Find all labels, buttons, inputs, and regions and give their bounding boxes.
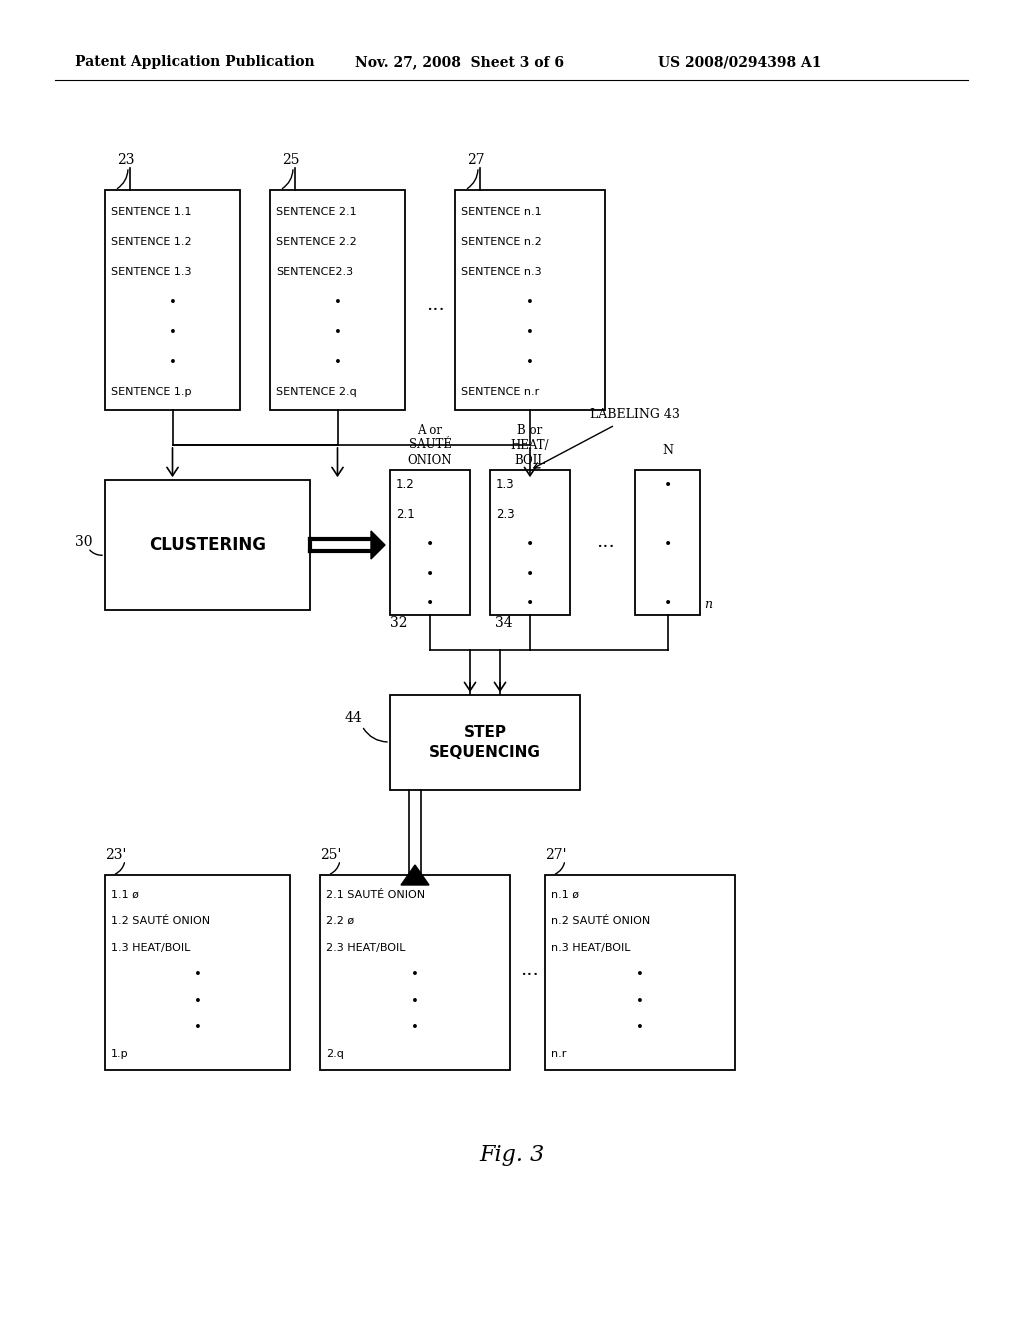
Text: •: • — [526, 326, 534, 339]
Text: SENTENCE 1.1: SENTENCE 1.1 — [111, 207, 191, 216]
Text: SENTENCE 1.p: SENTENCE 1.p — [111, 387, 191, 397]
Text: •: • — [664, 597, 672, 610]
Text: 2.q: 2.q — [326, 1049, 344, 1060]
Text: •: • — [194, 1022, 202, 1035]
Bar — [455, 190, 605, 411]
Text: N: N — [662, 444, 673, 457]
Text: Fig. 3: Fig. 3 — [479, 1144, 545, 1166]
Text: Patent Application Publication: Patent Application Publication — [75, 55, 314, 69]
Text: 1.3 HEAT/BOIL: 1.3 HEAT/BOIL — [111, 942, 190, 953]
Text: Nov. 27, 2008  Sheet 3 of 6: Nov. 27, 2008 Sheet 3 of 6 — [355, 55, 564, 69]
Bar — [635, 470, 700, 615]
Bar — [105, 480, 310, 610]
Text: •: • — [169, 356, 176, 368]
Text: BOIL: BOIL — [514, 454, 546, 466]
Text: 30: 30 — [75, 535, 92, 549]
Text: •: • — [334, 326, 341, 339]
Text: 1.p: 1.p — [111, 1049, 129, 1060]
Text: •: • — [526, 356, 534, 368]
Bar — [390, 696, 580, 789]
Text: •: • — [169, 296, 176, 309]
Text: US 2008/0294398 A1: US 2008/0294398 A1 — [658, 55, 821, 69]
Text: 2.3 HEAT/BOIL: 2.3 HEAT/BOIL — [326, 942, 406, 953]
Text: 2.1 SAUTÉ ONION: 2.1 SAUTÉ ONION — [326, 890, 425, 899]
Text: •: • — [411, 968, 419, 981]
Text: n: n — [705, 598, 712, 611]
Polygon shape — [371, 531, 385, 558]
Text: SENTENCE2.3: SENTENCE2.3 — [276, 267, 353, 277]
Text: •: • — [526, 296, 534, 309]
Text: ...: ... — [596, 533, 614, 550]
Text: STEP: STEP — [464, 725, 507, 741]
Text: •: • — [526, 537, 535, 550]
Bar — [270, 190, 406, 411]
Text: •: • — [194, 994, 202, 1007]
Text: SENTENCE n.2: SENTENCE n.2 — [461, 238, 542, 247]
Polygon shape — [401, 865, 429, 884]
Text: ONION: ONION — [408, 454, 453, 466]
Bar — [390, 470, 470, 615]
Text: SENTENCE n.3: SENTENCE n.3 — [461, 267, 542, 277]
Text: •: • — [411, 1022, 419, 1035]
Text: •: • — [526, 566, 535, 581]
Text: 34: 34 — [495, 616, 513, 630]
Text: SENTENCE 2.q: SENTENCE 2.q — [276, 387, 356, 397]
Text: 23: 23 — [117, 153, 134, 168]
Text: CLUSTERING: CLUSTERING — [150, 536, 266, 554]
Bar — [545, 875, 735, 1071]
Text: 27': 27' — [545, 847, 566, 862]
Text: •: • — [194, 968, 202, 981]
Text: n.1 ø: n.1 ø — [551, 890, 579, 899]
Text: 25': 25' — [319, 847, 341, 862]
Text: •: • — [664, 478, 672, 491]
Text: •: • — [636, 994, 644, 1007]
Text: 23': 23' — [105, 847, 126, 862]
Bar — [490, 470, 570, 615]
Text: SAUTÉ: SAUTÉ — [409, 438, 452, 451]
Text: HEAT/: HEAT/ — [511, 438, 549, 451]
Text: 44: 44 — [345, 711, 362, 725]
Text: •: • — [169, 326, 176, 339]
Text: SENTENCE 1.3: SENTENCE 1.3 — [111, 267, 191, 277]
Text: 1.2: 1.2 — [396, 478, 415, 491]
Text: •: • — [636, 968, 644, 981]
Text: •: • — [411, 994, 419, 1007]
Text: 1.1 ø: 1.1 ø — [111, 890, 139, 899]
Text: SENTENCE n.r: SENTENCE n.r — [461, 387, 540, 397]
Text: n.3 HEAT/BOIL: n.3 HEAT/BOIL — [551, 942, 631, 953]
Bar — [105, 190, 240, 411]
Text: •: • — [526, 597, 535, 610]
Text: 32: 32 — [390, 616, 408, 630]
Text: B or: B or — [517, 424, 543, 437]
Text: LABELING 43: LABELING 43 — [590, 408, 680, 421]
Text: •: • — [426, 537, 434, 550]
Text: 1.2 SAUTÉ ONION: 1.2 SAUTÉ ONION — [111, 916, 210, 927]
Bar — [105, 875, 290, 1071]
Text: A or: A or — [418, 424, 442, 437]
Text: SENTENCE 1.2: SENTENCE 1.2 — [111, 238, 191, 247]
Text: 25: 25 — [282, 153, 299, 168]
Text: ...: ... — [520, 961, 540, 979]
Text: SEQUENCING: SEQUENCING — [429, 744, 541, 760]
Text: •: • — [426, 597, 434, 610]
Text: 27: 27 — [467, 153, 484, 168]
Text: SENTENCE 2.2: SENTENCE 2.2 — [276, 238, 356, 247]
Text: ...: ... — [426, 296, 444, 314]
Text: n.r: n.r — [551, 1049, 566, 1060]
Text: 2.3: 2.3 — [496, 508, 515, 520]
Text: •: • — [426, 566, 434, 581]
Text: 1.3: 1.3 — [496, 478, 515, 491]
Text: •: • — [334, 356, 341, 368]
Text: SENTENCE 2.1: SENTENCE 2.1 — [276, 207, 356, 216]
Text: 2.1: 2.1 — [396, 508, 415, 520]
Text: •: • — [636, 1022, 644, 1035]
Text: n.2 SAUTÉ ONION: n.2 SAUTÉ ONION — [551, 916, 650, 927]
Text: 2.2 ø: 2.2 ø — [326, 916, 354, 927]
Text: •: • — [664, 537, 672, 550]
Text: •: • — [334, 296, 341, 309]
Text: SENTENCE n.1: SENTENCE n.1 — [461, 207, 542, 216]
Bar — [319, 875, 510, 1071]
